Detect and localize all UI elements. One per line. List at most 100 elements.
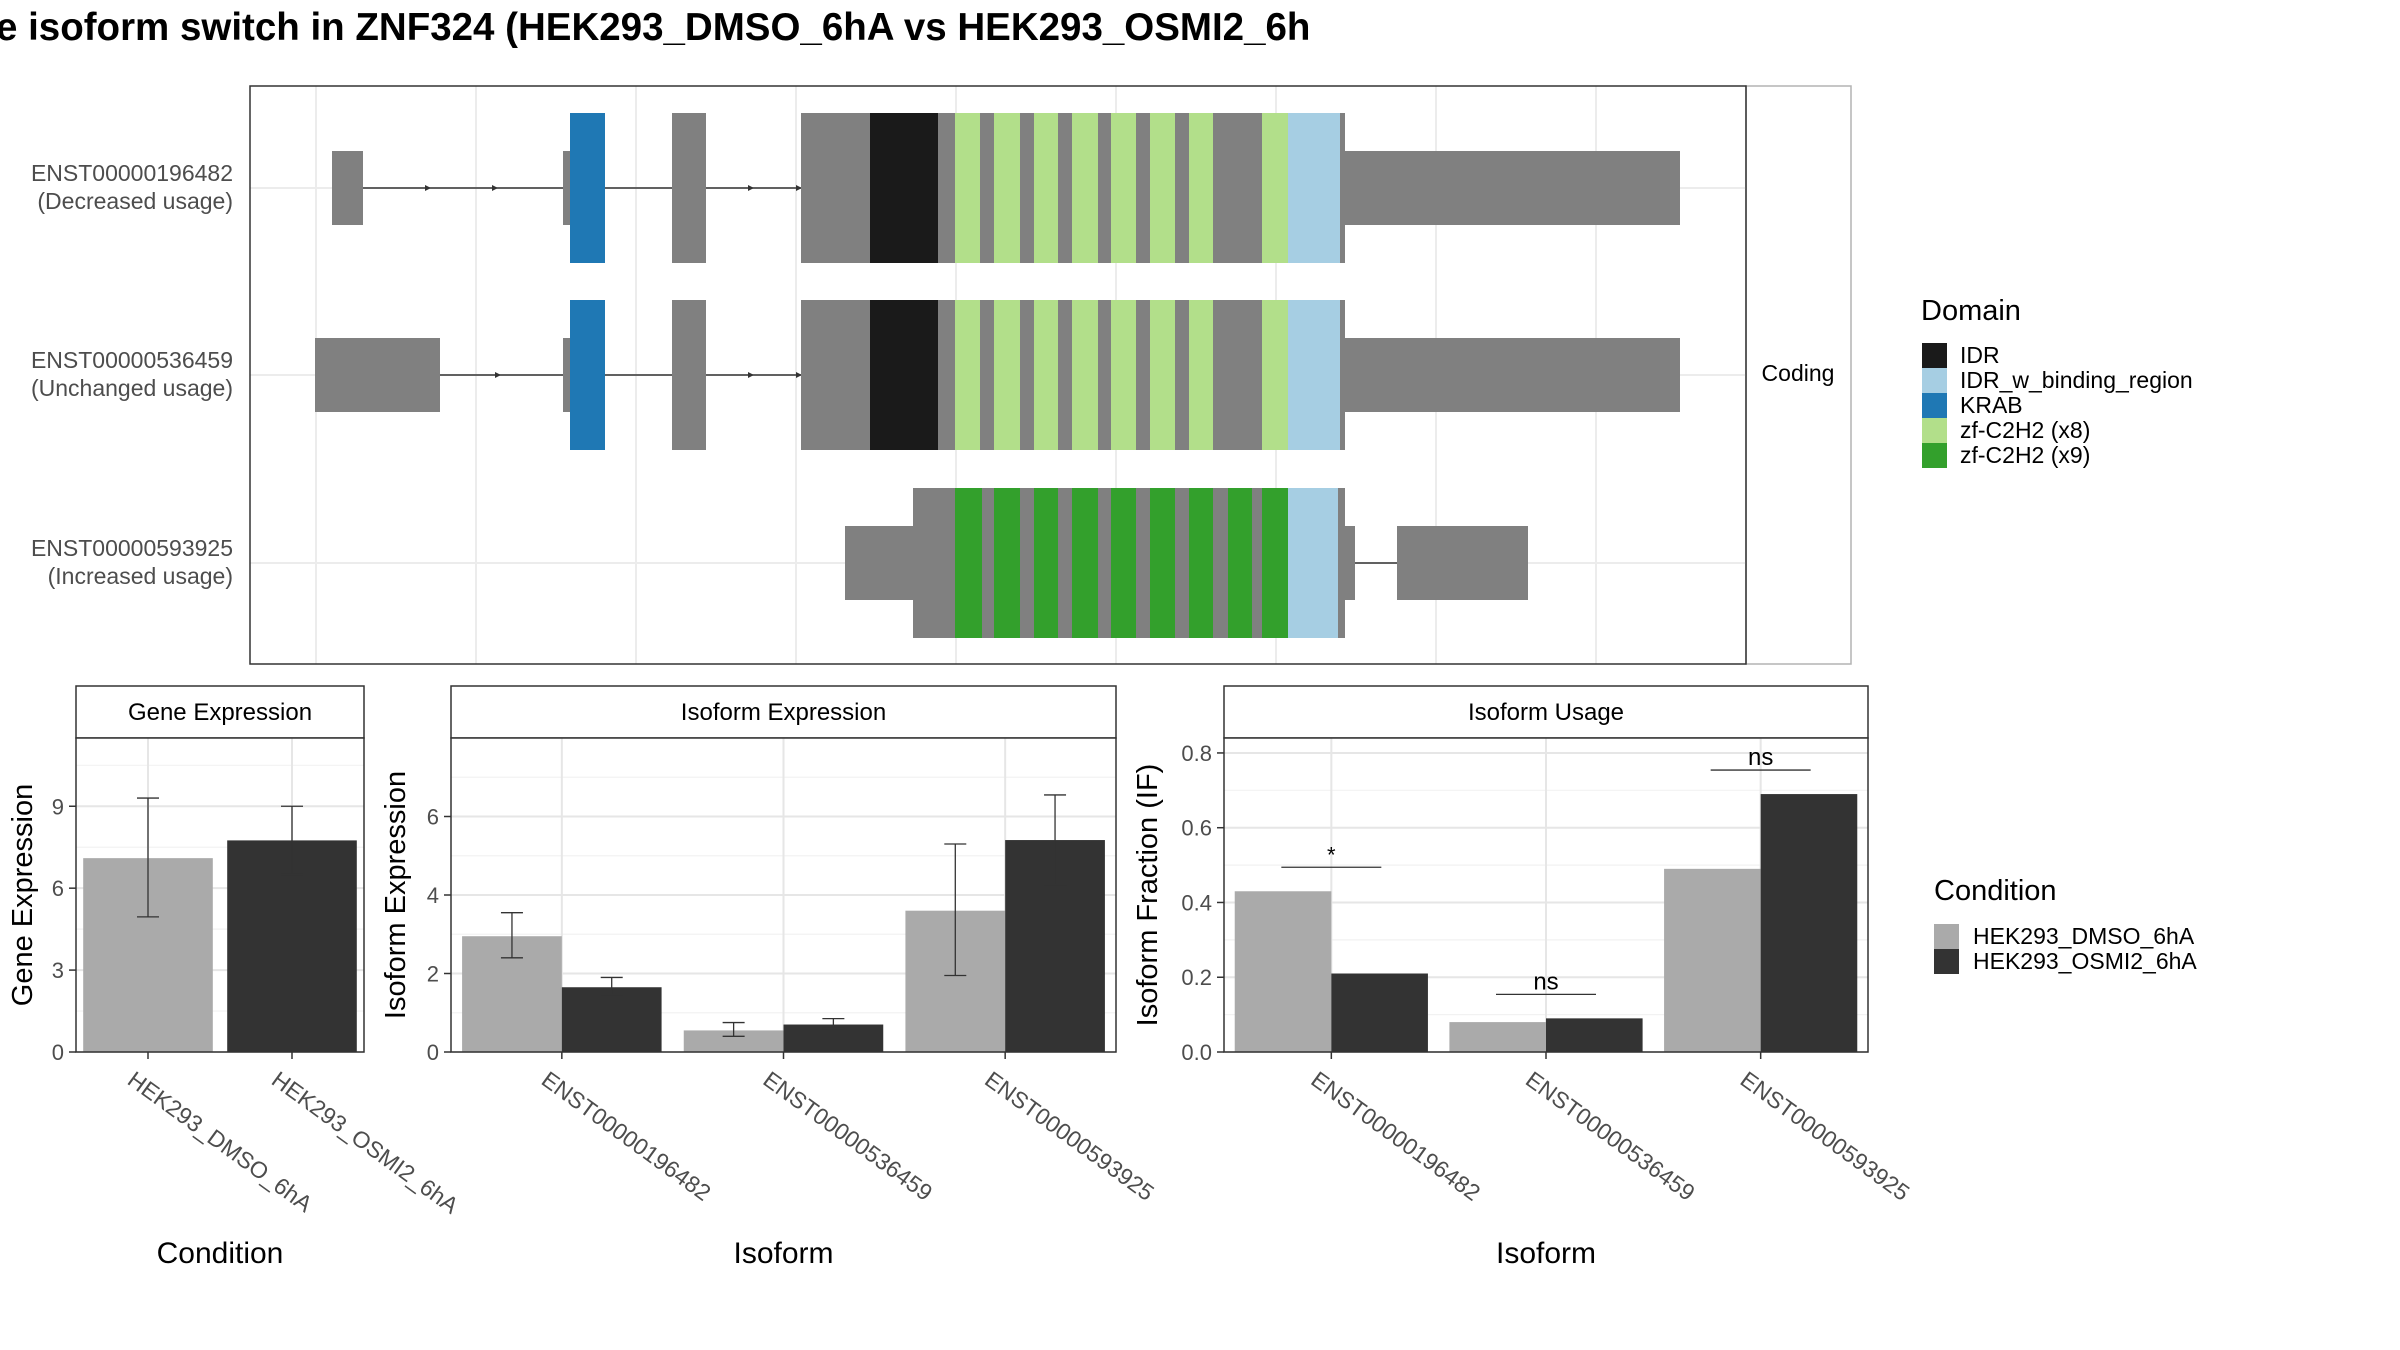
y-tick-label: 6: [427, 805, 439, 830]
x-tick-label: ENST00000536459: [759, 1066, 938, 1206]
bar: [1760, 794, 1858, 1052]
domain-zf-c2h2-x8: [1034, 113, 1058, 263]
y-axis-title: Gene Expression: [7, 784, 39, 1006]
structure-panel-border: [249, 85, 1747, 665]
strip-background: [1745, 85, 1852, 665]
domain-zf-c2h2-x9: [1034, 488, 1058, 638]
x-tick-label: ENST00000593925: [1736, 1066, 1915, 1206]
y-tick-label: 9: [52, 794, 64, 819]
y-tick-label: 0.0: [1181, 1040, 1212, 1065]
intron-direction-arrow: [492, 185, 498, 191]
utr-exon: [1345, 151, 1680, 225]
y-tick-label: 0: [427, 1040, 439, 1065]
domain-legend-label: zf-C2H2 (x8): [1960, 417, 2090, 443]
x-tick-label: ENST00000196482: [1306, 1066, 1485, 1206]
bar: [683, 1030, 784, 1052]
intron-direction-arrow: [425, 185, 431, 191]
y-tick-label: 0.8: [1181, 741, 1212, 766]
condition-legend-label: HEK293_OSMI2_6hA: [1973, 948, 2197, 974]
x-tick-label: ENST00000593925: [980, 1066, 1159, 1206]
bar: [1449, 1022, 1546, 1052]
transcript-status-label: (Unchanged usage): [31, 375, 233, 401]
domain-krab: [570, 113, 605, 263]
domain-zf-c2h2-x8: [1262, 113, 1288, 263]
utr-exon: [332, 151, 363, 225]
transcript-id-label: ENST00000593925: [31, 535, 233, 561]
domain-idr-binding-region: [1288, 300, 1340, 450]
bar: [227, 840, 357, 1052]
y-tick-label: 0: [52, 1040, 64, 1065]
y-tick-label: 4: [427, 883, 439, 908]
significance-label: *: [1327, 842, 1336, 867]
panel-strip-title: Gene Expression: [128, 699, 312, 726]
domain-legend-label: IDR: [1960, 342, 2000, 368]
intron-direction-arrow: [495, 372, 501, 378]
domain-zf-c2h2-x9: [1228, 488, 1252, 638]
domain-legend: DomainIDRIDR_w_binding_regionKRABzf-C2H2…: [1921, 295, 2193, 468]
coding-exon-block: [672, 300, 706, 450]
domain-zf-c2h2-x8: [1111, 113, 1136, 263]
domain-legend-key: [1922, 393, 1947, 418]
transcript-id-label: ENST00000536459: [31, 347, 233, 373]
domain-zf-c2h2-x9: [1189, 488, 1213, 638]
bar: [561, 987, 662, 1052]
domain-legend-key: [1922, 368, 1947, 393]
condition-legend-title: Condition: [1934, 875, 2057, 907]
domain-zf-c2h2-x8: [1072, 300, 1098, 450]
utr-exon: [1345, 338, 1680, 412]
utr-exon: [1397, 526, 1528, 600]
domain-zf-c2h2-x8: [1189, 300, 1213, 450]
y-tick-label: 2: [427, 962, 439, 987]
intron-direction-arrow: [748, 185, 754, 191]
domain-idr: [870, 113, 938, 263]
isoform-usage-chart: Isoform Usage * ns ns 0.0 0.2 0.4 0.6 0.8 Isoform…: [1132, 685, 1915, 1270]
domain-idr-binding-region: [1288, 488, 1338, 638]
significance-label: ns: [1533, 968, 1558, 995]
x-axis-title: Isoform: [1496, 1237, 1596, 1270]
utr-exon: [563, 338, 570, 412]
intron-direction-arrow: [796, 185, 802, 191]
plot-border: [75, 737, 365, 1053]
condition-legend-key: [1934, 949, 1959, 974]
domain-zf-c2h2-x9: [1150, 488, 1175, 638]
intron-direction-arrow: [748, 372, 754, 378]
y-axis-title: Isoform Fraction (IF): [1132, 764, 1164, 1027]
domain-zf-c2h2-x8: [955, 113, 980, 263]
y-tick-label: 3: [52, 958, 64, 983]
bar: [1546, 1018, 1643, 1052]
y-tick-label: 0.6: [1181, 816, 1212, 841]
transcript-structure-panel: Coding ENST00000196482(Decreased usage) EN…: [31, 85, 1852, 665]
domain-legend-label: zf-C2H2 (x9): [1960, 442, 2090, 468]
x-axis-title: Isoform: [733, 1237, 833, 1270]
domain-zf-c2h2-x8: [1189, 113, 1213, 263]
utr-exon: [315, 338, 440, 412]
domain-legend-label: KRAB: [1960, 392, 2023, 418]
domain-zf-c2h2-x8: [955, 300, 980, 450]
domain-zf-c2h2-x8: [1150, 113, 1175, 263]
coding-exon-block: [672, 113, 706, 263]
y-tick-label: 0.2: [1181, 965, 1212, 990]
y-tick-label: 0.4: [1181, 890, 1212, 915]
panel-strip-title: Isoform Usage: [1468, 699, 1624, 726]
domain-zf-c2h2-x8: [994, 113, 1020, 263]
domain-zf-c2h2-x8: [994, 300, 1020, 450]
domain-zf-c2h2-x9: [1072, 488, 1098, 638]
panel-strip: [1223, 685, 1869, 739]
domain-zf-c2h2-x9: [955, 488, 982, 638]
domain-zf-c2h2-x8: [1262, 300, 1288, 450]
x-axis-title: Condition: [157, 1237, 284, 1270]
intron-direction-arrow: [796, 372, 802, 378]
significance-label: ns: [1748, 744, 1773, 771]
x-tick-label: ENST00000536459: [1521, 1066, 1700, 1206]
domain-legend-title: Domain: [1921, 295, 2021, 327]
bar: [1331, 973, 1428, 1052]
domain-idr: [870, 300, 938, 450]
domain-legend-label: IDR_w_binding_region: [1960, 367, 2193, 393]
domain-legend-key: [1922, 418, 1947, 443]
domain-zf-c2h2-x8: [1034, 300, 1058, 450]
y-axis-title: Isoform Expression: [380, 771, 412, 1019]
strip-label-coding: Coding: [1762, 360, 1835, 386]
domain-idr-binding-region: [1288, 113, 1340, 263]
